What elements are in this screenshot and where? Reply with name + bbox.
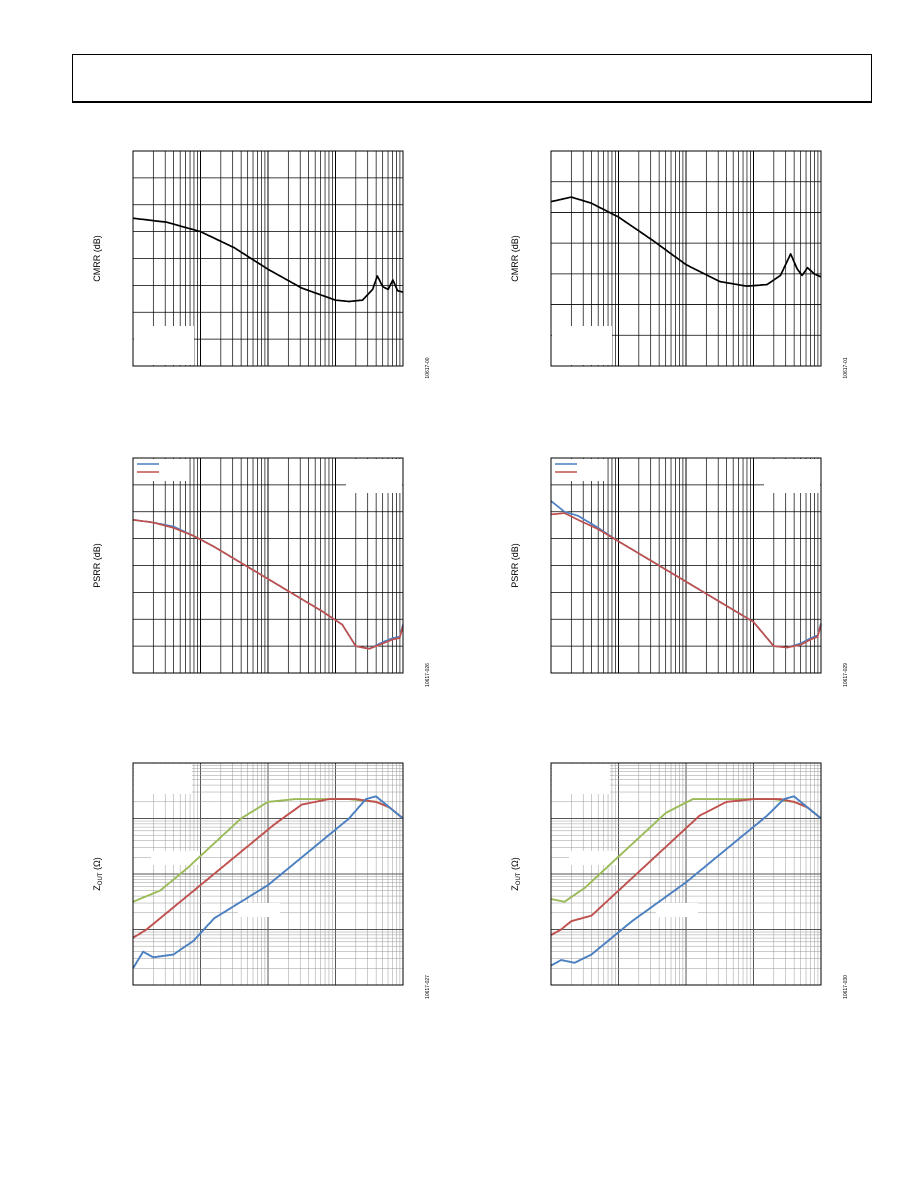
series-line-red [550,798,822,936]
series-line-blue [550,795,822,967]
plot-frame [132,457,404,674]
figure-id: 10617-030 [843,975,849,999]
figure-id: 10617-027 [425,975,431,999]
y-axis-label: ZOUT (Ω) [510,857,522,890]
plot-frame [132,150,404,367]
cmrr-right-chart: CMRR (dB) 10617-01 [510,150,849,379]
y-axis-label: PSRR (dB) [510,543,520,588]
annotation-box [134,326,194,365]
gridlines [132,150,404,367]
annotation-box [764,459,820,493]
series-line-red [550,512,822,649]
figure-id: 10617-029 [843,663,849,687]
zout-right-chart: ZOUT (Ω) 10617-030 [510,762,849,999]
plot-frame [550,150,822,367]
cmrr-left-chart: CMRR (dB) 10617-00 [92,150,431,379]
legend-box [552,459,607,481]
psrr-left-chart: PSRR (dB) 10617-026 [92,457,431,687]
psrr-right-chart: PSRR (dB) 10617-029 [510,457,849,687]
y-axis-label: CMRR (dB) [92,235,102,282]
annotation-box [552,326,612,365]
annotation-box-mid [569,851,617,865]
series-line-red [132,798,404,939]
page-header-box [72,54,872,103]
annotation-box-upper [552,764,610,794]
annotation-box-upper [134,764,192,794]
plot-frame [550,457,822,674]
gridlines [550,457,822,674]
figure-id: 10617-01 [843,357,849,378]
y-axis-label: PSRR (dB) [92,543,102,588]
series-line-blue [132,795,404,969]
y-axis-label: CMRR (dB) [510,235,520,282]
annotation-box [346,459,402,493]
plot-frame [132,762,404,986]
zout-left-chart: ZOUT (Ω) 10617-027 [92,762,431,999]
figure-id: 10617-00 [425,357,431,378]
series-line-cmrr_line [132,217,404,303]
annotation-box-lower [238,903,280,917]
series-line-red [132,518,404,650]
annotation-box-mid [151,851,199,865]
plot-frame [550,762,822,986]
figure-id: 10617-026 [425,663,431,687]
series-line-cmrr_line [550,196,822,287]
legend-box [134,459,189,481]
y-axis-label: ZOUT (Ω) [92,857,104,890]
annotation-box-lower [656,903,698,917]
